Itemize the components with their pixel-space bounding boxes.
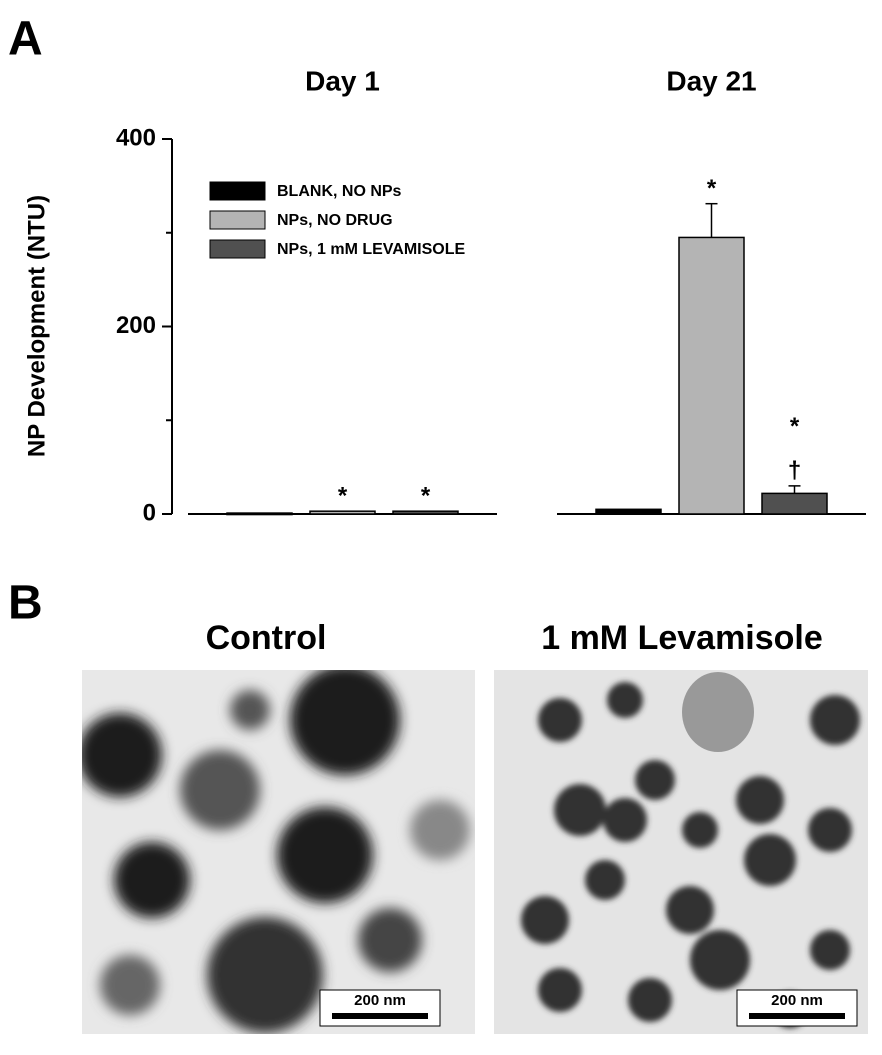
- y-tick-label: 200: [116, 312, 156, 339]
- scale-label: 200 nm: [771, 992, 823, 1009]
- significance-mark: *: [338, 483, 348, 510]
- bar: [595, 508, 662, 515]
- y-tick-label: 400: [116, 124, 156, 151]
- scale-box: [319, 989, 441, 1027]
- image-title: Control: [206, 619, 327, 657]
- significance-mark: †: [788, 457, 801, 484]
- panel-label: B: [8, 577, 43, 630]
- significance-mark: *: [421, 483, 431, 510]
- legend-label: NPs, NO DRUG: [277, 212, 393, 229]
- legend-label: BLANK, NO NPs: [277, 183, 402, 200]
- y-axis-label: NP Development (NTU): [23, 195, 50, 457]
- legend-swatch: [209, 210, 266, 230]
- bar: [761, 492, 828, 515]
- significance-mark: *: [790, 413, 800, 440]
- category-label: Day 1: [305, 65, 380, 96]
- bar: [226, 512, 293, 516]
- bar: [392, 510, 459, 515]
- image-title: 1 mM Levamisole: [541, 619, 823, 657]
- legend-swatch: [209, 239, 266, 259]
- y-tick-label: 0: [143, 499, 156, 526]
- panel-label: A: [8, 13, 43, 66]
- micrograph: [82, 670, 475, 1034]
- legend-swatch: [209, 181, 266, 201]
- bar: [309, 510, 376, 515]
- scale-box: [736, 989, 858, 1027]
- significance-mark: *: [707, 175, 717, 202]
- bar: [678, 236, 745, 515]
- scale-label: 200 nm: [354, 992, 406, 1009]
- category-label: Day 21: [666, 65, 756, 96]
- legend-label: NPs, 1 mM LEVAMISOLE: [277, 241, 466, 258]
- micrograph: [494, 670, 868, 1034]
